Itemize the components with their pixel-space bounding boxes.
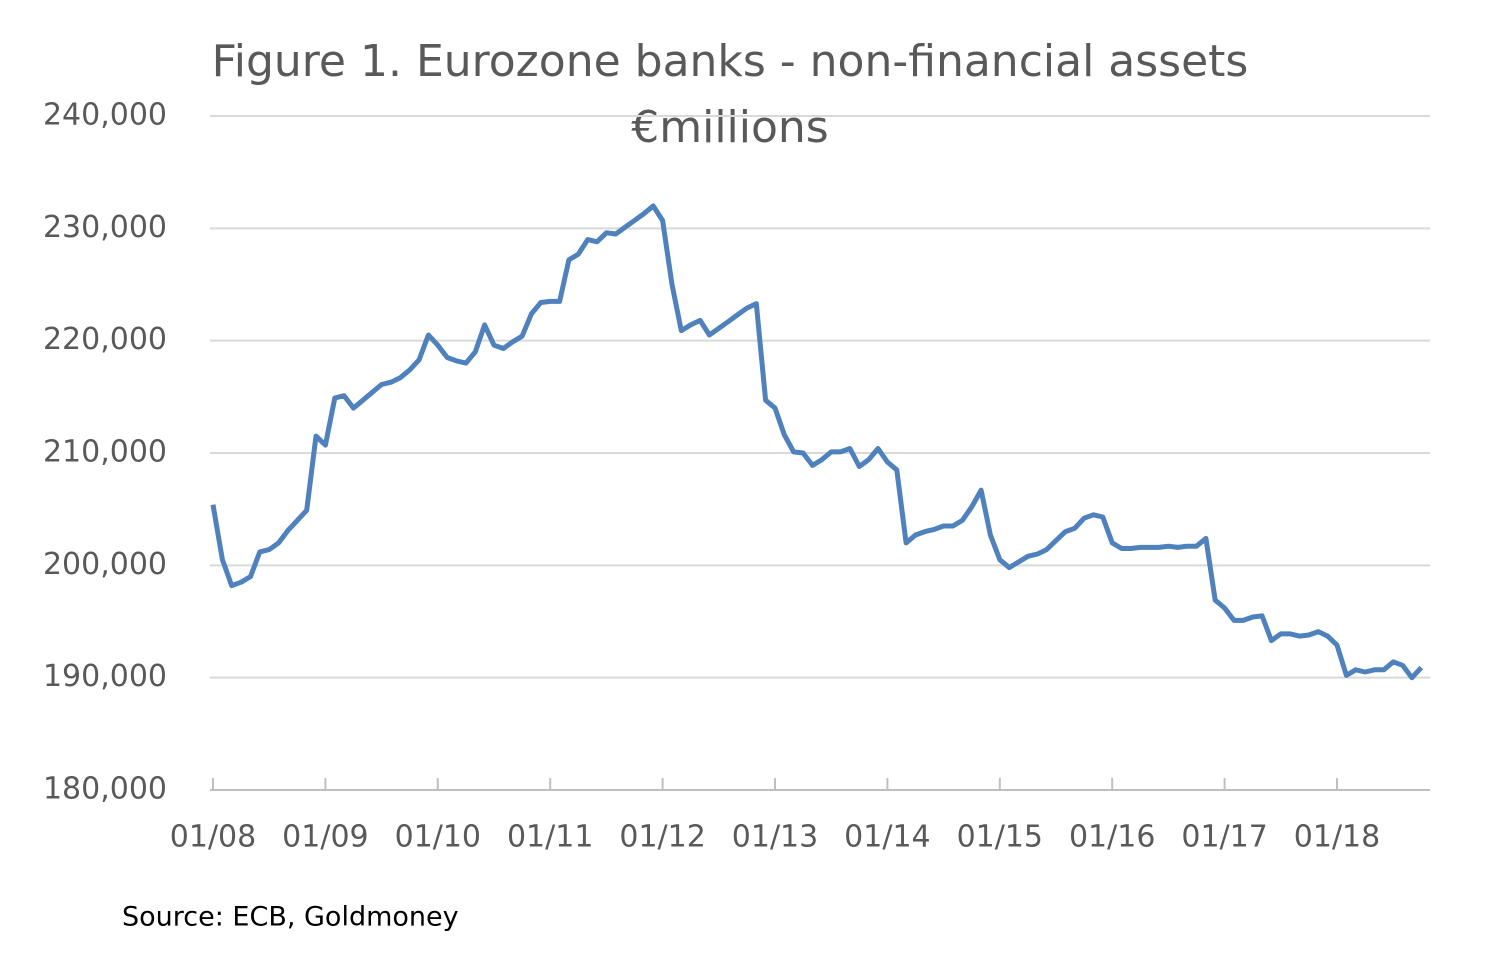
y-tick-label: 190,000 <box>43 659 167 694</box>
x-tick-label: 01/09 <box>282 820 368 855</box>
y-tick-label: 210,000 <box>43 435 167 470</box>
source-note: Source: ECB, Goldmoney <box>122 902 459 933</box>
x-tick-label: 01/10 <box>395 820 481 855</box>
x-tick-label: 01/08 <box>170 820 256 855</box>
data-line <box>210 203 1424 681</box>
x-tick-label: 01/13 <box>732 820 818 855</box>
y-tick-label: 200,000 <box>43 547 167 582</box>
y-tick-label: 220,000 <box>43 322 167 357</box>
x-tick-label: 01/12 <box>619 820 705 855</box>
x-tick-label: 01/18 <box>1294 820 1380 855</box>
y-tick-label: 240,000 <box>43 98 167 133</box>
x-tick-label: 01/16 <box>1069 820 1155 855</box>
x-tick-label: 01/17 <box>1181 820 1267 855</box>
x-tick-label: 01/15 <box>957 820 1043 855</box>
y-tick-label: 230,000 <box>43 210 167 245</box>
chart-subtitle: €millions <box>631 102 828 153</box>
chart-title: Figure 1. Eurozone banks - non-financial… <box>212 36 1249 87</box>
x-tick-label: 01/11 <box>507 820 593 855</box>
y-tick-label: 180,000 <box>43 772 167 807</box>
x-tick-label: 01/14 <box>844 820 930 855</box>
